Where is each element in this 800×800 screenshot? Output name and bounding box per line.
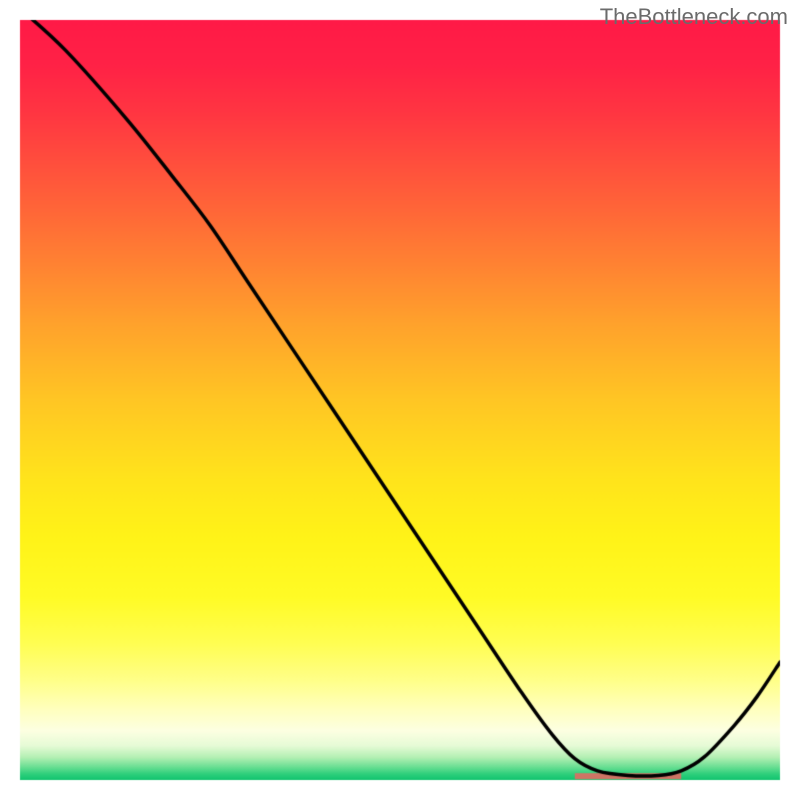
chart-stage: TheBottleneck.com — [0, 0, 800, 800]
gradient-line-chart — [0, 0, 800, 800]
watermark-text: TheBottleneck.com — [600, 4, 788, 30]
